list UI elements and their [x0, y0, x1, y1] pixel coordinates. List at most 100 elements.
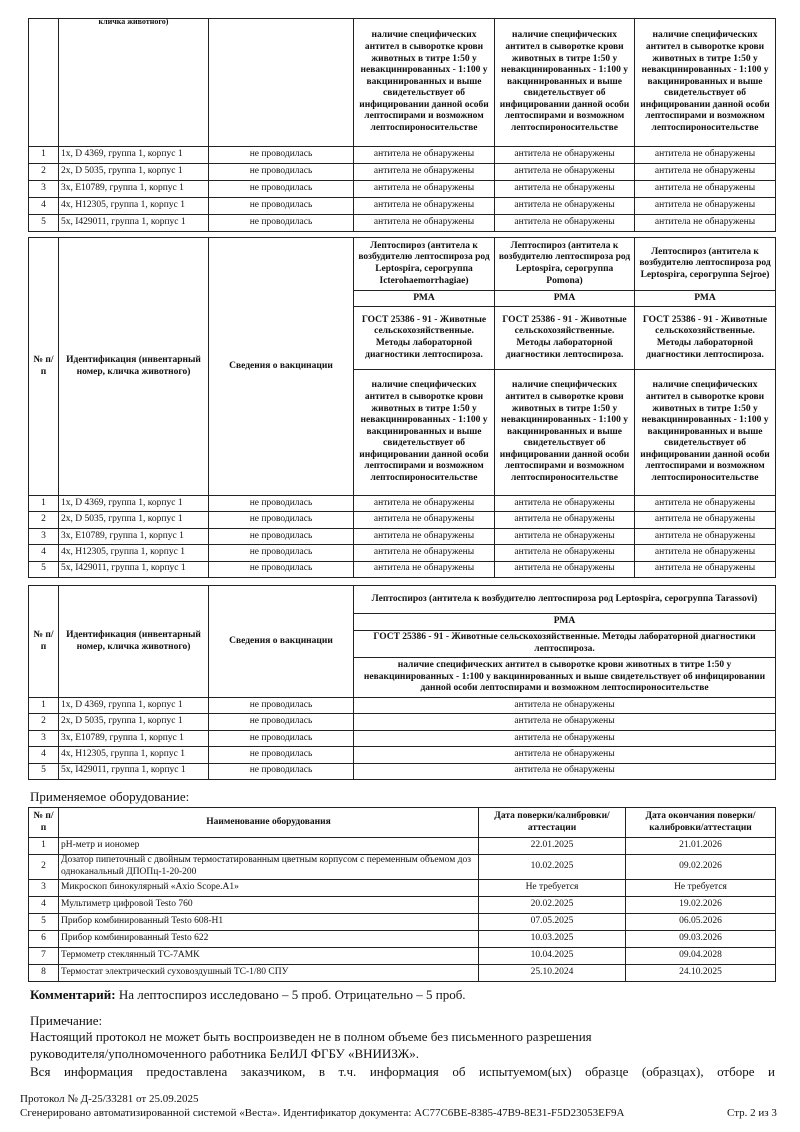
- equipment-header: Дата поверки/калибровки/аттестации: [478, 807, 626, 838]
- row-identification: 2х, D 5035, группа 1, корпус 1: [58, 163, 209, 181]
- row-number: 4: [28, 544, 59, 562]
- row-number: 2: [28, 713, 59, 731]
- row-result: антитела не обнаружены: [634, 146, 776, 164]
- row-result: антитела не обнаружены: [353, 197, 495, 215]
- row-number: 2: [28, 163, 59, 181]
- row-identification: 3х, E10789, группа 1, корпус 1: [58, 729, 209, 748]
- table-row: 4 4х, H12305, группа 1, корпус 1 не провод…: [28, 544, 776, 562]
- equipment-row: 6 Прибор комбинированный Testo 622 10.03.2…: [28, 930, 776, 948]
- table-row: 3 3х, E10789, группа 1, корпус 1 не провод…: [28, 527, 776, 546]
- equipment-end-date: 09.02.2026: [625, 854, 776, 880]
- equipment-num: 7: [28, 947, 59, 965]
- row-result: антитела не обнаружены: [353, 494, 495, 513]
- equipment-name: Мультиметр цифровой Testo 760: [58, 896, 479, 914]
- table-row: 5 5х, I429011, группа 1, корпус 1 не прово…: [28, 762, 776, 780]
- row-result: антитела не обнаружены: [494, 197, 635, 215]
- row-result: антитела не обнаружены: [634, 163, 776, 181]
- equipment-date: 22.01.2025: [478, 837, 626, 855]
- row-number: 1: [28, 696, 59, 715]
- row-identification: 5х, I429011, группа 1, корпус 1: [58, 560, 209, 578]
- equipment-row: 8 Термостат электрический суховоздушный Т…: [28, 964, 776, 982]
- header-criteria: наличие специфических антител в сыворотк…: [353, 369, 495, 496]
- row-result: антитела не обнаружены: [494, 527, 635, 546]
- comment-text: На лептоспироз исследовано – 5 проб. Отр…: [115, 987, 466, 1002]
- row-vaccination: не проводилась: [208, 762, 354, 780]
- equipment-num: 4: [28, 896, 59, 914]
- equipment-name: Прибор комбинированный Testo 622: [58, 930, 479, 948]
- row-result: антитела не обнаружены: [353, 163, 495, 181]
- results-table: № п/п Идентификация (инвентарный номер, к…: [28, 237, 776, 578]
- row-result: антитела не обнаружены: [353, 527, 495, 546]
- row-identification: 1х, D 4369, группа 1, корпус 1: [58, 146, 209, 164]
- header-num: № п/п: [28, 237, 59, 496]
- row-vaccination: не проводилась: [208, 729, 354, 748]
- equipment-num: 8: [28, 964, 59, 982]
- row-vaccination: не проводилась: [208, 214, 354, 232]
- row-vaccination: не проводилась: [208, 746, 354, 764]
- header-vacc: [208, 18, 354, 147]
- row-identification: 1х, D 4369, группа 1, корпус 1: [58, 494, 209, 513]
- row-result: антитела не обнаружены: [494, 163, 635, 181]
- header-num: [28, 18, 59, 147]
- equipment-row: 4 Мультиметр цифровой Testo 760 20.02.2025…: [28, 896, 776, 914]
- equipment-date: 10.02.2025: [478, 854, 626, 880]
- header-ident: кличка животного): [58, 18, 209, 147]
- header-gost: ГОСТ 25386 - 91 - Животные сельскохозяйс…: [353, 630, 776, 658]
- table-row: 1 1х, D 4369, группа 1, корпус 1 не провод…: [28, 696, 776, 715]
- row-result: антитела не обнаружены: [353, 696, 776, 715]
- table-row: 1 1х, D 4369, группа 1, корпус 1 не провод…: [28, 494, 776, 513]
- row-number: 5: [28, 214, 59, 232]
- row-number: 1: [28, 146, 59, 164]
- header-criteria: наличие специфических антител в сыворотк…: [634, 18, 776, 147]
- table-row: 3 3х, E10789, группа 1, корпус 1 не провод…: [28, 180, 776, 198]
- equipment-end-date: 09.03.2026: [625, 930, 776, 948]
- table-row: 2 2х, D 5035, группа 1, корпус 1 не провод…: [28, 511, 776, 529]
- comment: Комментарий: На лептоспироз исследовано …: [30, 987, 466, 1002]
- row-vaccination: не проводилась: [208, 146, 354, 164]
- header-disease-title: Лептоспироз (антитела к возбудителю лепт…: [494, 237, 635, 291]
- note-label: Примечание:: [30, 1013, 103, 1028]
- note-line: руководителя/уполномоченного работника Б…: [30, 1046, 420, 1061]
- equipment-end-date: 09.04.2028: [625, 947, 776, 965]
- row-identification: 5х, I429011, группа 1, корпус 1: [58, 214, 209, 232]
- header-method: РМА: [494, 290, 635, 307]
- header-gost: ГОСТ 25386 - 91 - Животные сельскохозяйс…: [353, 306, 495, 370]
- row-result: антитела не обнаружены: [634, 560, 776, 578]
- row-identification: 4х, H12305, группа 1, корпус 1: [58, 544, 209, 562]
- equipment-num: 5: [28, 913, 59, 931]
- row-identification: 3х, E10789, группа 1, корпус 1: [58, 527, 209, 546]
- row-result: антитела не обнаружены: [494, 560, 635, 578]
- equipment-title: Применяемое оборудование:: [30, 789, 190, 804]
- table-row: 3 3х, E10789, группа 1, корпус 1 не провод…: [28, 729, 776, 748]
- row-result: антитела не обнаружены: [634, 197, 776, 215]
- header-gost: ГОСТ 25386 - 91 - Животные сельскохозяйс…: [494, 306, 635, 370]
- row-identification: 4х, H12305, группа 1, корпус 1: [58, 197, 209, 215]
- header-criteria: наличие специфических антител в сыворотк…: [353, 657, 776, 698]
- equipment-date: 10.03.2025: [478, 930, 626, 948]
- row-vaccination: не проводилась: [208, 560, 354, 578]
- row-vaccination: не проводилась: [208, 511, 354, 529]
- row-result: антитела не обнаружены: [634, 494, 776, 513]
- comment-label: Комментарий:: [30, 987, 116, 1002]
- row-vaccination: не проводилась: [208, 544, 354, 562]
- results-table: кличка животного) наличие специфических а…: [28, 18, 776, 232]
- row-result: антитела не обнаружены: [353, 560, 495, 578]
- equipment-date: 10.04.2025: [478, 947, 626, 965]
- row-number: 3: [28, 180, 59, 198]
- row-vaccination: не проводилась: [208, 180, 354, 198]
- row-result: антитела не обнаружены: [634, 214, 776, 232]
- equipment-num: 3: [28, 879, 59, 897]
- equipment-name: Микроскоп бинокулярный «Axio Scope.A1»: [58, 879, 479, 897]
- row-vaccination: не проводилась: [208, 197, 354, 215]
- row-result: антитела не обнаружены: [494, 544, 635, 562]
- equipment-row: 5 Прибор комбинированный Testo 608-H1 07.0…: [28, 913, 776, 931]
- equipment-row: 7 Термометр стеклянный ТС-7АМК 10.04.2025 0…: [28, 947, 776, 965]
- row-vaccination: не проводилась: [208, 713, 354, 731]
- row-result: антитела не обнаружены: [353, 511, 495, 529]
- equipment-row: 1 pH-метр и иономер 22.01.2025 21.01.2026: [28, 837, 776, 855]
- header-disease-title: Лептоспироз (антитела к возбудителю лепт…: [634, 237, 776, 291]
- equipment-name: Дозатор пипеточный с двойным термостатир…: [58, 854, 479, 880]
- row-number: 2: [28, 511, 59, 529]
- row-vaccination: не проводилась: [208, 494, 354, 513]
- row-number: 3: [28, 729, 59, 748]
